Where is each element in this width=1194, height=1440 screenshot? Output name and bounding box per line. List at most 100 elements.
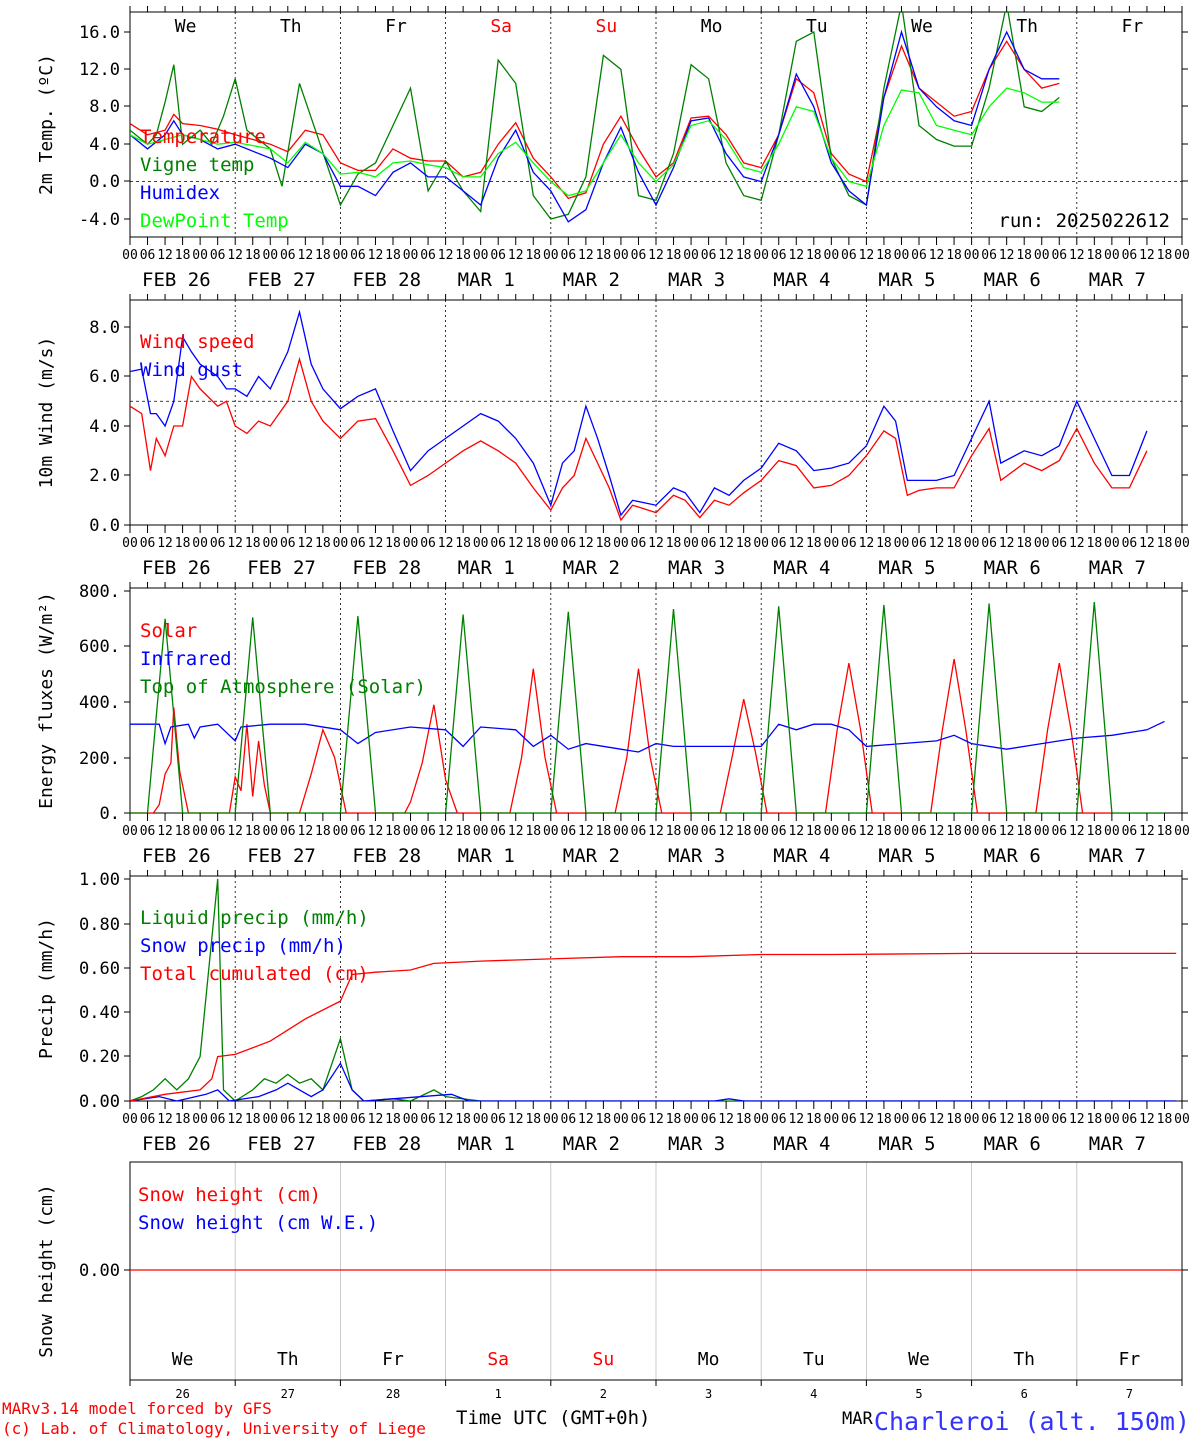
hour-tick-label: 18 xyxy=(1087,824,1103,839)
hour-tick-label: 00 xyxy=(122,536,138,551)
hour-tick-label: 12 xyxy=(1139,536,1155,551)
hour-tick-label: 12 xyxy=(1139,248,1155,263)
hour-tick-label: 06 xyxy=(911,1112,927,1127)
hour-tick-label: 06 xyxy=(701,824,717,839)
hour-tick-label: 06 xyxy=(981,1112,997,1127)
hour-tick-label: 06 xyxy=(350,248,366,263)
hour-tick-label: 12 xyxy=(298,536,314,551)
hour-tick-label: 06 xyxy=(350,1112,366,1127)
weekday-label: We xyxy=(175,16,197,37)
y-axis-title: 2m Temp. (ºC) xyxy=(36,54,57,195)
series-line-dewpoint-temp xyxy=(130,87,1060,197)
date-label: MAR 6 xyxy=(984,269,1041,291)
hour-tick-label: 00 xyxy=(964,1112,980,1127)
hour-tick-label: 12 xyxy=(929,248,945,263)
hour-tick-label: 00 xyxy=(613,824,629,839)
hour-tick-label: 18 xyxy=(666,536,682,551)
hour-tick-label: 00 xyxy=(122,248,138,263)
precip-panel: 00 06 12 18 00 06 12 18 00 06 12 18 00 06 12 18 00 06 12 18… xyxy=(36,870,1190,1155)
day-number: 27 xyxy=(281,1387,295,1401)
hour-tick-label: 12 xyxy=(157,824,173,839)
hour-tick-label: 18 xyxy=(946,536,962,551)
hour-tick-label: 00 xyxy=(403,536,419,551)
hour-tick-label: 18 xyxy=(455,248,471,263)
day-number: 3 xyxy=(705,1387,712,1401)
hour-tick-label: 12 xyxy=(788,1112,804,1127)
weekday-label: We xyxy=(908,1349,930,1370)
hour-tick-label: 00 xyxy=(683,248,699,263)
hour-tick-label: 06 xyxy=(210,248,226,263)
hour-tick-label: 06 xyxy=(981,536,997,551)
hour-tick-label: 12 xyxy=(648,536,664,551)
hour-tick-label: 12 xyxy=(1139,1112,1155,1127)
hour-tick-label: 06 xyxy=(981,248,997,263)
hour-tick-label: 00 xyxy=(473,248,489,263)
hour-tick-label: 12 xyxy=(648,1112,664,1127)
hour-tick-label: 12 xyxy=(227,1112,243,1127)
hour-tick-label: 12 xyxy=(1069,536,1085,551)
hour-tick-label: 00 xyxy=(473,824,489,839)
model-credit: MARv3.14 model forced by GFS xyxy=(2,1399,272,1418)
y-tick-label: 0.40 xyxy=(79,1003,120,1023)
hour-tick-label: 12 xyxy=(648,248,664,263)
hour-tick-label: 00 xyxy=(753,1112,769,1127)
hour-tick-label: 12 xyxy=(368,248,384,263)
hour-tick-label: 18 xyxy=(666,824,682,839)
date-label: MAR 1 xyxy=(458,557,515,579)
legend-entry: Solar xyxy=(140,620,197,642)
weekday-label: Sa xyxy=(487,1349,509,1370)
hour-tick-label: 12 xyxy=(298,824,314,839)
date-label: MAR 4 xyxy=(773,557,830,579)
hour-tick-label: 12 xyxy=(368,824,384,839)
legend-entry: Liquid precip (mm/h) xyxy=(140,907,369,929)
hour-tick-label: 00 xyxy=(192,1112,208,1127)
hour-tick-label: 06 xyxy=(420,248,436,263)
station-label: Charleroi (alt. 150m) xyxy=(874,1407,1190,1436)
hour-tick-label: 06 xyxy=(841,248,857,263)
hour-tick-label: 00 xyxy=(683,824,699,839)
y-tick-label: 12.0 xyxy=(79,60,120,80)
hour-tick-label: 18 xyxy=(1087,536,1103,551)
y-tick-label: 0.60 xyxy=(79,959,120,979)
hour-tick-label: 06 xyxy=(490,1112,506,1127)
day-number: 26 xyxy=(175,1387,189,1401)
hour-tick-label: 06 xyxy=(280,536,296,551)
hour-tick-label: 12 xyxy=(368,536,384,551)
y-tick-label: 600. xyxy=(79,637,120,657)
date-label: MAR 7 xyxy=(1089,1133,1146,1155)
series-group xyxy=(130,878,1177,1101)
hour-tick-label: 12 xyxy=(929,824,945,839)
hour-tick-label: 12 xyxy=(157,536,173,551)
hour-tick-label: 00 xyxy=(1174,248,1190,263)
hour-tick-label: 18 xyxy=(315,1112,331,1127)
date-label: FEB 28 xyxy=(352,1133,421,1155)
hour-tick-label: 06 xyxy=(911,248,927,263)
hour-tick-label: 12 xyxy=(438,536,454,551)
hour-tick-label: 18 xyxy=(1087,1112,1103,1127)
hour-tick-label: 00 xyxy=(333,536,349,551)
hour-tick-label: 00 xyxy=(473,1112,489,1127)
legend-entry: Total cumulated (cm) xyxy=(140,963,369,985)
hour-tick-label: 18 xyxy=(736,824,752,839)
weekday-label: Mo xyxy=(698,1349,720,1370)
hour-tick-label: 12 xyxy=(578,248,594,263)
date-label: MAR 6 xyxy=(984,1133,1041,1155)
hour-tick-label: 06 xyxy=(420,536,436,551)
y-tick-label: 0.20 xyxy=(79,1047,120,1067)
hour-tick-label: 18 xyxy=(315,824,331,839)
hour-tick-label: 00 xyxy=(192,248,208,263)
hour-tick-label: 12 xyxy=(718,824,734,839)
y-tick-label: 0.00 xyxy=(79,1092,120,1112)
hour-tick-label: 06 xyxy=(771,536,787,551)
hour-tick-label: 00 xyxy=(683,1112,699,1127)
bottom-calendar: We Th Fr Sa Su Mo Tu We Th Fr 26 27 28 1 2 3 4 5 6 7 xyxy=(129,1349,1183,1401)
date-label: MAR 4 xyxy=(773,269,830,291)
hour-tick-label: 12 xyxy=(859,824,875,839)
hour-tick-label: 06 xyxy=(1051,1112,1067,1127)
date-label: FEB 26 xyxy=(142,1133,211,1155)
hour-tick-label: 12 xyxy=(999,824,1015,839)
hour-tick-label: 12 xyxy=(859,1112,875,1127)
date-label: FEB 26 xyxy=(142,269,211,291)
hour-tick-label: 00 xyxy=(613,1112,629,1127)
hour-tick-label: 06 xyxy=(701,1112,717,1127)
